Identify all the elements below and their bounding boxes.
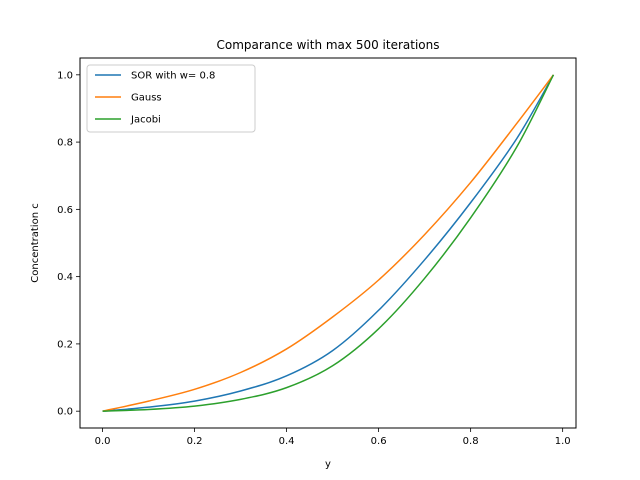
x-axis: 0.0 0.2 0.4 0.6 0.8 1.0	[95, 428, 571, 447]
y-axis: 0.0 0.2 0.4 0.6 0.8 1.0	[57, 70, 80, 418]
series-layer	[102, 74, 555, 412]
legend-entries: SOR with w= 0.8 Gauss Jacobi	[95, 71, 215, 126]
y-tick-label: 0.4	[57, 272, 73, 283]
series-line-1	[102, 74, 555, 412]
legend-label-2: Gauss	[131, 93, 162, 104]
y-tick-label: 0.8	[57, 138, 73, 149]
x-tick-label: 0.4	[279, 436, 295, 447]
legend: SOR with w= 0.8 Gauss Jacobi	[86, 64, 256, 133]
y-tick-label: 0.2	[57, 339, 73, 350]
legend-box	[86, 64, 256, 133]
plot-frame	[79, 57, 577, 429]
y-tick-label: 0.0	[57, 407, 73, 418]
y-tick-label: 0.6	[57, 205, 73, 216]
x-tick-label: 0.8	[463, 436, 479, 447]
x-tick-label: 0.2	[187, 436, 203, 447]
y-tick-label: 1.0	[57, 70, 73, 81]
legend-label-3: Jacobi	[130, 115, 161, 126]
y-axis-label: Concentration c	[30, 203, 41, 282]
series-line-2	[102, 74, 555, 412]
chart-title: Comparance with max 500 iterations	[217, 38, 440, 52]
series-line-3	[102, 74, 555, 412]
x-tick-label: 0.6	[371, 436, 387, 447]
x-axis-label: y	[325, 459, 331, 470]
x-tick-label: 0.0	[95, 436, 111, 447]
x-tick-label: 1.0	[555, 436, 571, 447]
legend-label-1: SOR with w= 0.8	[131, 71, 215, 82]
